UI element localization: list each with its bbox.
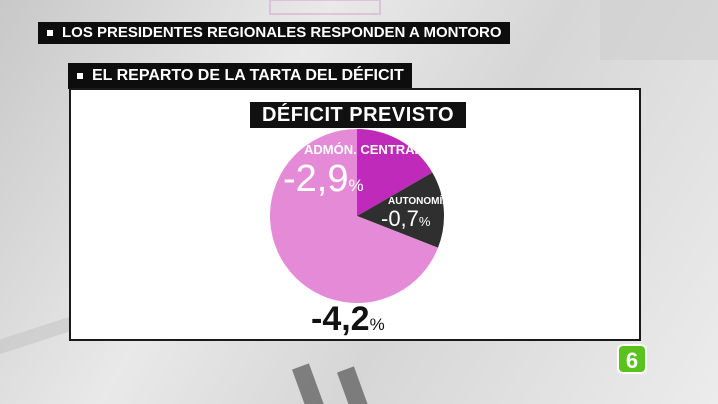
headline-text: LOS PRESIDENTES REGIONALES RESPONDEN A M…	[62, 24, 502, 41]
pie-slice-admon-central	[270, 129, 438, 303]
subheadline-text: EL REPARTO DE LA TARTA DEL DÉFICIT	[92, 67, 404, 84]
total-value: -4,2%	[311, 300, 385, 338]
pie-slice-resto	[357, 172, 444, 248]
slice-value-admon-central: -2,9%	[283, 158, 364, 200]
bullet-square-icon	[77, 73, 83, 79]
slice-value-autonomias: -0,7%	[381, 206, 431, 231]
headline-strip: LOS PRESIDENTES REGIONALES RESPONDEN A M…	[38, 22, 510, 44]
slice-label-autonomias: AUTONOMÍAS	[388, 196, 457, 207]
pie-slice-autonomias	[357, 129, 433, 216]
subheadline-strip: EL REPARTO DE LA TARTA DEL DÉFICIT	[68, 63, 412, 89]
channel-logo: 6	[617, 344, 647, 374]
bullet-square-icon	[47, 30, 53, 36]
slice-label-admon-central: ADMÓN. CENTRAL	[304, 142, 423, 157]
chart-title: DÉFICIT PREVISTO	[250, 102, 466, 128]
